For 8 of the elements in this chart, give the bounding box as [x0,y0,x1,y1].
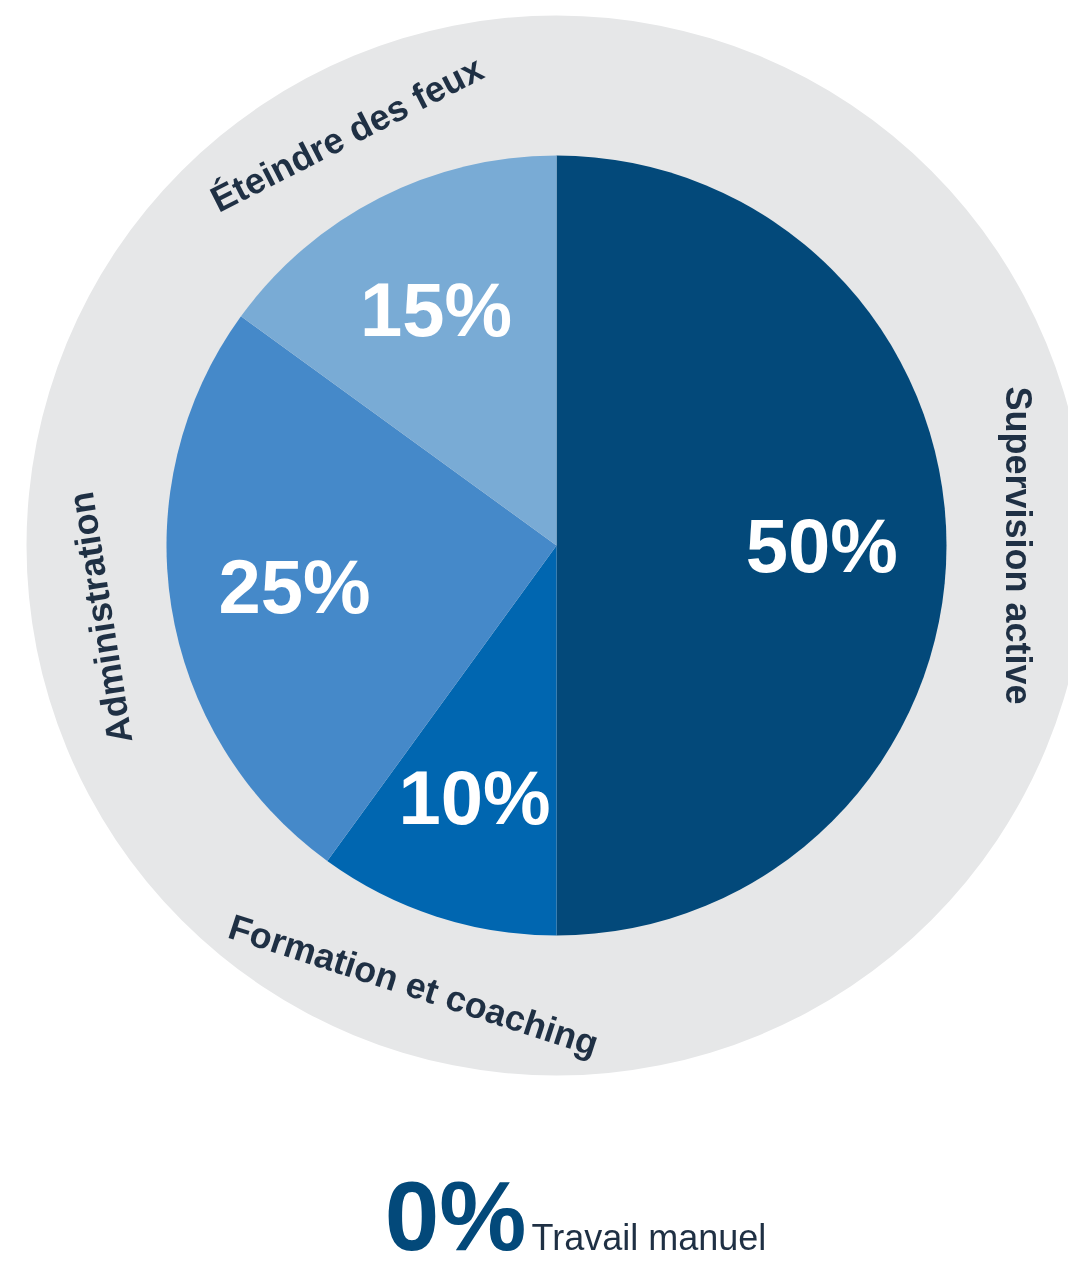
data-label: 10% [398,755,551,841]
text: 0% [384,1160,527,1271]
data-label: 25% [218,544,371,630]
slice-label: Supervision active [998,386,1039,705]
category-label: Travail manuel [531,1217,767,1258]
data-label: 50% [745,503,898,588]
slice-label: Administration [60,489,141,747]
data-label: 15% [360,266,513,352]
